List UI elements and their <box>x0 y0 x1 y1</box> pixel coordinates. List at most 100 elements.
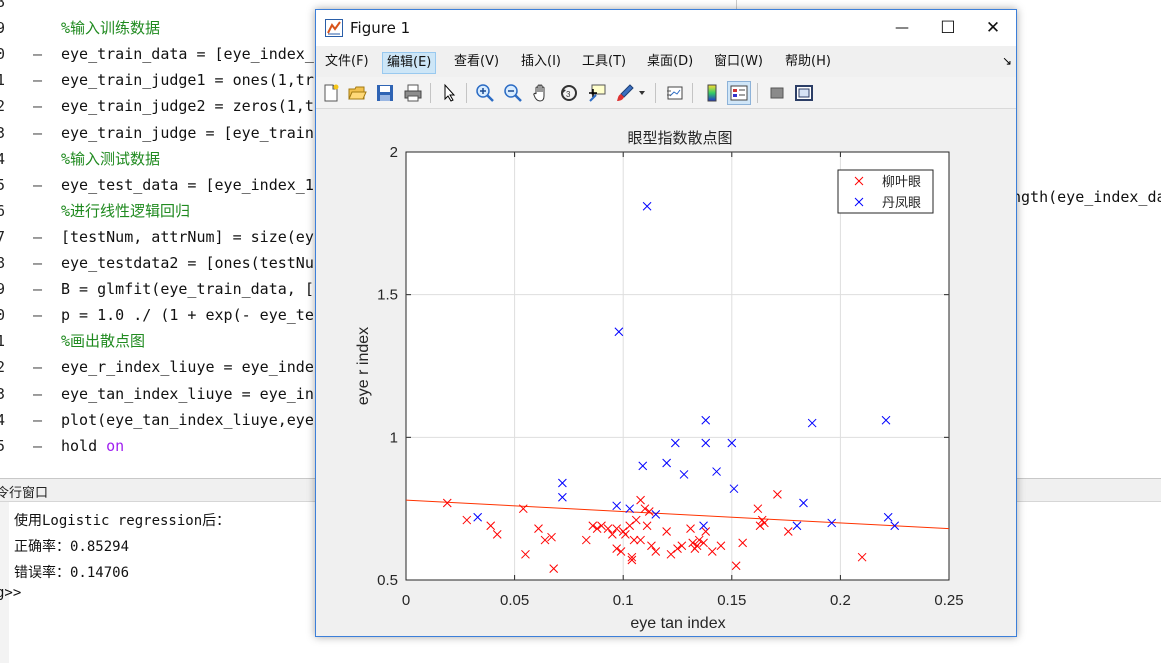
open-file-button[interactable] <box>345 81 369 105</box>
code-line[interactable]: 2 — eye_train_judge2 = zeros(1,t <box>0 96 1161 122</box>
breakpoint-dash[interactable]: — <box>33 280 43 299</box>
code-line[interactable]: 7 — [testNum, attrNum] = size(ey <box>0 227 1161 253</box>
code-line[interactable]: 4 %输入测试数据 <box>0 149 1161 175</box>
code-text: eye_train_judge2 = zeros(1,t <box>61 97 314 116</box>
point-stroke <box>890 521 900 531</box>
point-stroke <box>827 518 837 528</box>
line-number: 4 <box>0 149 6 168</box>
code-line[interactable]: 4 — plot(eye_tan_index_liuye,eye <box>0 410 1161 436</box>
rotate-3d-button[interactable]: 3 <box>557 81 581 105</box>
new-figure-button[interactable] <box>319 81 343 105</box>
print-button[interactable] <box>401 81 425 105</box>
zoom-in-button[interactable] <box>473 81 497 105</box>
code-line[interactable]: 9 — B = glmfit(eye_train_data, [ <box>0 279 1161 305</box>
menu-tools[interactable]: 工具(T) <box>582 54 627 69</box>
point-stroke <box>462 515 472 525</box>
code-line[interactable]: 0 — eye_train_data = [eye_index_ <box>0 44 1161 70</box>
menu-desktop[interactable]: 桌面(D) <box>647 54 694 69</box>
hide-plot-tools-icon <box>770 87 784 99</box>
figure-window[interactable]: Figure 1 — ☐ ✕ 文件(F) 编辑(E) 查看(V) 插入(I) 工… <box>315 9 1017 637</box>
danfeng-point <box>699 521 708 531</box>
point-stroke <box>581 535 591 545</box>
code-line[interactable]: 3 — eye_train_judge = [eye_train <box>0 123 1161 149</box>
brush-button[interactable] <box>613 81 637 105</box>
point-stroke <box>753 504 763 514</box>
line-number: 7 <box>0 227 6 246</box>
danfeng-point <box>638 461 648 471</box>
point-stroke <box>677 541 687 551</box>
code-line[interactable]: 6 %进行线性逻辑回归 <box>0 201 1161 227</box>
breakpoint-dash[interactable]: — <box>33 410 43 429</box>
code-line[interactable]: 8 <box>0 0 1161 18</box>
breakpoint-dash[interactable]: — <box>33 175 43 194</box>
scatter-marks <box>442 201 900 573</box>
liuye-point <box>627 552 637 562</box>
danfeng-point <box>729 484 739 494</box>
code-line[interactable]: 9 %输入训练数据 <box>0 18 1161 44</box>
link-plot-icon <box>667 86 683 100</box>
editor-gutter <box>0 0 10 478</box>
code-line[interactable]: 1 — eye_train_judge1 = ones(1,tr <box>0 70 1161 96</box>
point-stroke <box>492 529 502 539</box>
breakpoint-dash[interactable]: — <box>33 306 43 325</box>
breakpoint-dash[interactable]: — <box>33 227 43 246</box>
breakpoint-dash[interactable]: — <box>33 45 43 64</box>
breakpoint-dash[interactable]: — <box>33 97 43 116</box>
close-button[interactable]: ✕ <box>970 10 1016 46</box>
breakpoint-dash[interactable]: — <box>33 254 43 272</box>
breakpoint-dash[interactable]: — <box>33 436 43 455</box>
breakpoint-dash[interactable]: — <box>33 358 43 377</box>
code-line[interactable]: 1 %画出散点图 <box>0 331 1161 357</box>
liuye-point <box>666 549 676 559</box>
pointer-button[interactable] <box>437 81 461 105</box>
breakpoint-dash[interactable]: — <box>33 71 43 90</box>
point-stroke <box>712 467 721 476</box>
hide-plot-tools-button[interactable] <box>765 81 789 105</box>
danfeng-point <box>473 512 483 522</box>
code-line[interactable]: 2 — eye_r_index_liuye = eye_inde <box>0 357 1161 383</box>
x-tick-label: 0.25 <box>934 592 963 609</box>
danfeng-point <box>642 201 652 211</box>
zoom-out-icon <box>504 84 522 102</box>
axes-box[interactable] <box>405 151 950 581</box>
data-cursor-button[interactable] <box>585 81 609 105</box>
code-comment: %输入训练数据 <box>61 19 161 38</box>
code-line[interactable]: 8 — eye_testdata2 = [ones(testNu <box>0 253 1161 279</box>
colorbar-button[interactable] <box>700 81 724 105</box>
maximize-button[interactable]: ☐ <box>925 10 971 46</box>
command-prompt[interactable]: g>> <box>0 585 22 601</box>
legend-button[interactable] <box>727 81 751 105</box>
figure-canvas[interactable]: 眼型指数散点图 0 0.05 0.1 0.15 0.2 0.25 0.5 1 1.5 2 eye … <box>316 110 1016 636</box>
minimize-button[interactable]: — <box>879 10 925 46</box>
menu-help[interactable]: 帮助(H) <box>785 54 831 69</box>
code-text: B = glmfit(eye_train_data, [ <box>61 280 314 299</box>
figure-titlebar[interactable]: Figure 1 — ☐ ✕ <box>316 10 1016 46</box>
save-button[interactable] <box>373 81 397 105</box>
dock-arrow-icon[interactable]: ↘ <box>1001 54 1012 68</box>
code-line[interactable]: 5 — eye_test_data = [eye_index_1 <box>0 175 1161 201</box>
breakpoint-dash[interactable]: — <box>33 123 43 142</box>
danfeng-point <box>799 498 808 508</box>
danfeng-point <box>712 467 721 476</box>
menu-edit[interactable]: 编辑(E) <box>382 52 437 74</box>
link-plot-button[interactable] <box>663 81 687 105</box>
menu-insert[interactable]: 插入(I) <box>521 54 561 69</box>
point-stroke <box>760 518 769 528</box>
menu-view[interactable]: 查看(V) <box>454 54 500 69</box>
scatter-chart[interactable]: 眼型指数散点图 0 0.05 0.1 0.15 0.2 0.25 0.5 1 1.5 2 eye … <box>316 110 1016 636</box>
code-line[interactable]: 5 — hold on <box>0 436 1161 462</box>
data-cursor-icon <box>589 84 606 102</box>
liuye-point <box>597 521 606 531</box>
menu-window[interactable]: 窗口(W) <box>714 54 763 69</box>
pan-button[interactable] <box>529 81 553 105</box>
danfeng-point <box>614 327 624 337</box>
zoom-out-button[interactable] <box>501 81 525 105</box>
show-plot-tools-button[interactable] <box>792 81 816 105</box>
code-line[interactable]: 0 — p = 1.0 ./ (1 + exp(- eye_te <box>0 305 1161 331</box>
code-line[interactable]: 3 — eye_tan_index_liuye = eye_in <box>0 384 1161 410</box>
breakpoint-dash[interactable]: — <box>33 384 43 403</box>
menu-file[interactable]: 文件(F) <box>325 54 369 69</box>
brush-dropdown-button[interactable] <box>636 81 648 105</box>
y-axis-label: eye r index <box>355 327 372 405</box>
